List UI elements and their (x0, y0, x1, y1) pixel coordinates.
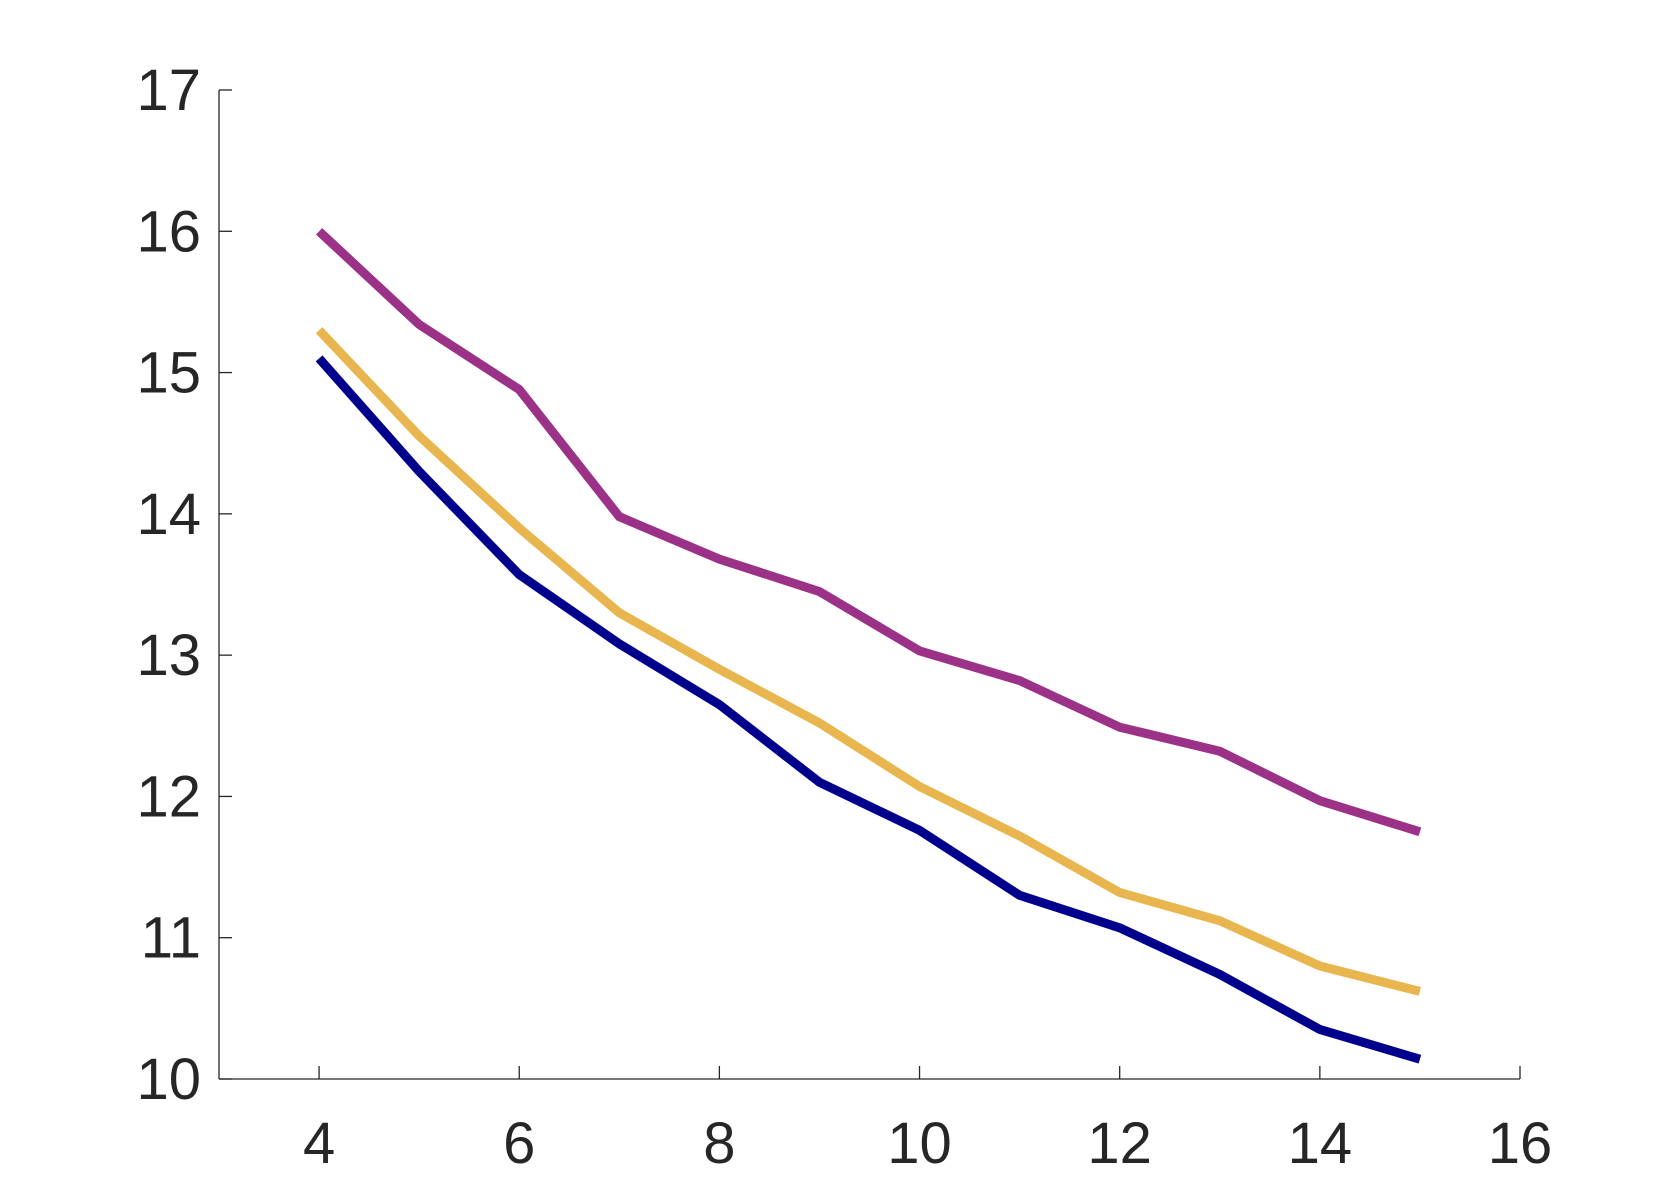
y-tick-label: 10 (136, 1047, 201, 1112)
y-axis-ticks: 10 11 12 13 14 15 16 17 (136, 58, 232, 1112)
series-lines (315, 228, 1422, 1064)
x-tick-label: 12 (1087, 1111, 1152, 1176)
y-tick-label: 13 (136, 623, 201, 688)
axes (218, 90, 1520, 1080)
y-tick-label: 12 (136, 764, 201, 829)
y-tick-label: 11 (141, 906, 201, 971)
y-tick-label: 17 (136, 58, 201, 123)
x-tick-label: 6 (503, 1111, 535, 1176)
x-tick-label: 16 (1488, 1111, 1553, 1176)
series-line-1 (316, 228, 1422, 837)
y-tick-label: 15 (136, 341, 201, 406)
y-tick-label: 16 (136, 199, 201, 264)
series-line-2 (315, 327, 1422, 996)
x-tick-label: 14 (1288, 1111, 1353, 1176)
y-tick-label: 14 (136, 482, 201, 547)
x-tick-label: 8 (703, 1111, 735, 1176)
x-tick-label: 4 (303, 1111, 335, 1176)
x-tick-label: 10 (887, 1111, 952, 1176)
series-line-3 (315, 355, 1422, 1064)
x-axis-ticks: 4 6 8 10 12 14 16 (303, 1066, 1552, 1176)
